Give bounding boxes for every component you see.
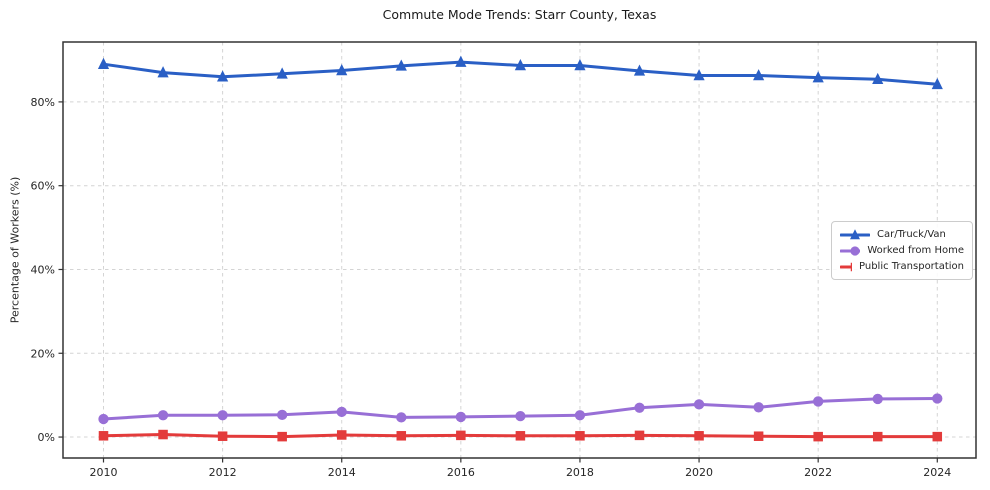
x-tick-label: 2024 — [923, 466, 951, 479]
data-point-triangle — [395, 59, 407, 71]
data-point-circle — [157, 410, 169, 421]
data-point-square — [813, 431, 823, 442]
legend-label-car-truck-van: Car/Truck/Van — [877, 229, 946, 240]
data-point-circle — [98, 413, 109, 425]
y-tick-label: 80% — [31, 96, 55, 109]
data-point-circle — [753, 402, 764, 413]
legend-item-public-transportation: Public Transportation — [840, 260, 964, 273]
data-point-circle — [217, 410, 228, 421]
data-point-square — [753, 431, 764, 441]
data-point-square — [98, 431, 109, 441]
data-point-circle — [634, 402, 645, 413]
data-point-triangle — [812, 71, 824, 83]
y-tick-label: 20% — [31, 347, 55, 360]
data-point-circle — [515, 410, 526, 422]
legend-marker-worked-from-home-icon — [840, 245, 861, 256]
data-point-triangle — [455, 55, 467, 67]
data-point-triangle — [157, 66, 169, 78]
data-point-square — [456, 430, 466, 441]
data-point-square — [575, 431, 585, 441]
data-point-square — [217, 431, 228, 441]
x-tick-label: 2012 — [209, 466, 237, 479]
plot-spines — [62, 41, 977, 459]
x-tick-label: 2010 — [89, 466, 117, 479]
data-point-circle — [574, 410, 586, 421]
series-car-truck-van — [97, 55, 943, 90]
data-point-square — [396, 431, 407, 441]
data-point-triangle — [872, 72, 884, 85]
x-tick-label: 2018 — [566, 466, 594, 479]
data-point-circle — [932, 393, 943, 404]
x-tick-label: 2014 — [328, 466, 356, 479]
data-point-triangle — [336, 64, 348, 76]
legend: Car/Truck/Van Worked from Home Public Tr… — [831, 221, 973, 280]
data-point-square — [850, 262, 853, 271]
data-point-circle — [396, 412, 407, 423]
x-tick-label: 2022 — [804, 466, 832, 479]
data-point-circle — [693, 399, 705, 410]
chart-title: Commute Mode Trends: Starr County, Texas — [382, 7, 657, 22]
data-point-square — [515, 431, 526, 441]
y-tick-label: 0% — [38, 431, 55, 444]
x-tick-label: 2020 — [685, 466, 713, 479]
data-point-triangle — [574, 59, 586, 71]
data-point-square — [634, 430, 645, 441]
legend-marker-public-transportation-icon — [840, 262, 853, 271]
data-point-circle — [277, 409, 288, 421]
legend-label-public-transportation: Public Transportation — [859, 261, 964, 272]
legend-label-worked-from-home: Worked from Home — [867, 245, 964, 256]
data-point-square — [336, 430, 347, 440]
x-tick-label: 2016 — [447, 466, 475, 479]
data-point-triangle — [850, 228, 860, 239]
data-point-triangle — [514, 59, 526, 71]
data-point-circle — [813, 396, 824, 407]
data-point-square — [872, 431, 883, 442]
data-point-circle — [850, 245, 860, 256]
series-worked-from-home — [98, 393, 943, 425]
data-point-triangle — [753, 69, 765, 81]
series-public-transportation — [98, 429, 943, 442]
legend-item-car-truck-van: Car/Truck/Van — [840, 228, 964, 241]
data-point-triangle — [633, 64, 646, 76]
data-point-square — [932, 431, 943, 442]
data-point-triangle — [217, 70, 229, 82]
data-point-circle — [336, 406, 347, 418]
data-point-square — [277, 431, 287, 442]
y-tick-label: 60% — [31, 180, 55, 193]
data-point-triangle — [276, 67, 288, 79]
legend-item-worked-from-home: Worked from Home — [840, 244, 964, 257]
data-point-triangle — [97, 57, 110, 69]
legend-marker-car-truck-van-icon — [840, 228, 870, 239]
data-point-circle — [872, 393, 883, 405]
y-tick-label: 40% — [31, 263, 55, 276]
axis-ticks: 2010 2012 2014 2016 2018 2020 2022 2024 0% 20% 40%… — [31, 96, 952, 479]
data-point-circle — [455, 411, 466, 423]
data-point-square — [158, 429, 168, 440]
data-point-triangle — [693, 69, 705, 81]
data-point-square — [694, 431, 704, 441]
data-point-triangle — [931, 77, 943, 90]
